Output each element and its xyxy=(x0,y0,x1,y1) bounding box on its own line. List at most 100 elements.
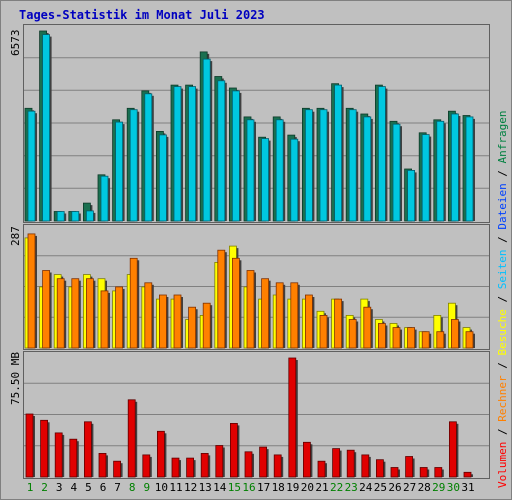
bar-volumen xyxy=(288,357,297,478)
x-tick-label: 29 xyxy=(432,481,446,494)
bar-dateien xyxy=(144,93,153,222)
bar-dateien xyxy=(348,109,357,222)
bar-rechner xyxy=(348,319,357,349)
bar-dateien xyxy=(217,80,226,222)
bar-rechner xyxy=(231,257,240,349)
bar-dateien xyxy=(100,175,109,222)
bar-rechner xyxy=(188,306,197,349)
bar-volumen xyxy=(434,467,443,478)
x-tick-label: 27 xyxy=(402,481,417,494)
bar-rechner xyxy=(275,282,284,349)
x-tick-label: 26 xyxy=(388,481,402,494)
bar-volumen xyxy=(229,422,238,478)
bar-rechner xyxy=(42,270,50,349)
bar-rechner xyxy=(304,294,313,349)
bar-dateien xyxy=(115,121,123,222)
bar-volumen xyxy=(375,459,384,478)
bar-rechner xyxy=(217,249,226,349)
bar-rechner xyxy=(450,319,459,349)
bar-rechner xyxy=(129,257,138,349)
bar-dateien xyxy=(261,138,270,222)
bar-dateien xyxy=(465,116,474,222)
x-tick-label: 24 xyxy=(359,481,373,494)
x-tick-label: 15 xyxy=(227,481,242,494)
bar-volumen xyxy=(215,445,224,478)
x-tick-label: 6 xyxy=(99,481,107,494)
bar-volumen xyxy=(200,452,209,478)
bar-dateien xyxy=(377,86,386,222)
x-tick-label: 8 xyxy=(128,481,136,494)
bar-volumen xyxy=(361,454,370,478)
bar-dateien xyxy=(56,211,65,222)
bar-dateien xyxy=(290,138,299,222)
bar-volumen xyxy=(69,438,78,478)
bar-rechner xyxy=(377,323,386,349)
bar-volumen xyxy=(127,399,136,478)
bar-dateien xyxy=(450,113,459,222)
bar-volumen xyxy=(273,454,282,478)
bar-volumen xyxy=(40,419,48,478)
bar-dateien xyxy=(188,86,197,222)
bar-rechner xyxy=(261,278,270,349)
bar-volumen xyxy=(142,454,151,478)
bar-volumen xyxy=(244,451,253,478)
x-tick-label: 25 xyxy=(373,481,388,494)
bar-volumen xyxy=(171,457,180,478)
bar-dateien xyxy=(158,134,167,222)
bar-dateien xyxy=(275,119,284,222)
bar-dateien xyxy=(202,58,211,222)
bar-volumen xyxy=(98,452,107,478)
bar-rechner xyxy=(173,294,182,349)
bar-volumen xyxy=(302,441,311,478)
x-tick-label: 7 xyxy=(114,481,121,494)
x-tick-label: 3 xyxy=(55,481,63,494)
x-tick-label: 20 xyxy=(300,481,315,494)
bar-dateien xyxy=(421,134,430,222)
bar-dateien xyxy=(246,119,255,222)
bar-dateien xyxy=(304,109,313,222)
x-tick-label: 11 xyxy=(169,481,183,494)
x-tick-label: 2 xyxy=(41,481,48,494)
bar-rechner xyxy=(436,331,445,349)
x-tick-label: 16 xyxy=(242,481,256,494)
bar-volumen xyxy=(463,471,472,478)
x-tick-label: 31 xyxy=(461,481,475,494)
chart-title: Tages-Statistik im Monat Juli 2023 xyxy=(19,8,265,22)
x-tick-label: 21 xyxy=(315,481,329,494)
bar-dateien xyxy=(392,123,401,222)
bar-dateien xyxy=(173,86,182,222)
bar-volumen xyxy=(419,467,428,478)
bar-rechner xyxy=(465,331,474,349)
bar-volumen xyxy=(332,448,341,478)
x-tick-label: 4 xyxy=(70,481,78,494)
bar-dateien xyxy=(407,169,416,222)
bar-volumen xyxy=(448,421,457,478)
x-tick-label: 19 xyxy=(286,481,300,494)
bar-volumen xyxy=(390,467,399,478)
bar-volumen xyxy=(84,421,92,478)
x-tick-label: 10 xyxy=(154,481,169,494)
bar-dateien xyxy=(319,109,328,222)
bar-rechner xyxy=(363,306,372,349)
bar-rechner xyxy=(115,286,123,349)
bar-rechner xyxy=(86,278,94,349)
bar-rechner xyxy=(246,270,255,349)
bar-rechner xyxy=(290,282,299,349)
bar-dateien xyxy=(71,211,80,222)
bar-volumen xyxy=(25,413,34,478)
x-axis-labels: 1 2 3 4 5 6 7 8 9 10 11 12 13 14 15 16 17 18 19 20 21 22 23 24 2… xyxy=(0,481,512,497)
x-tick-label: 18 xyxy=(271,481,285,494)
bar-rechner xyxy=(71,278,80,349)
x-tick-label: 9 xyxy=(143,481,151,494)
bar-volumen xyxy=(346,449,355,478)
bar-rechner xyxy=(202,302,211,349)
bar-dateien xyxy=(129,109,138,222)
x-tick-label: 12 xyxy=(183,481,198,494)
bar-volumen xyxy=(186,457,195,478)
x-tick-label: 14 xyxy=(213,481,227,494)
bar-volumen xyxy=(113,460,121,478)
bar-volumen xyxy=(259,446,268,478)
bar-dateien xyxy=(27,110,36,222)
x-tick-label: 17 xyxy=(256,481,271,494)
bar-volumen xyxy=(317,460,326,478)
